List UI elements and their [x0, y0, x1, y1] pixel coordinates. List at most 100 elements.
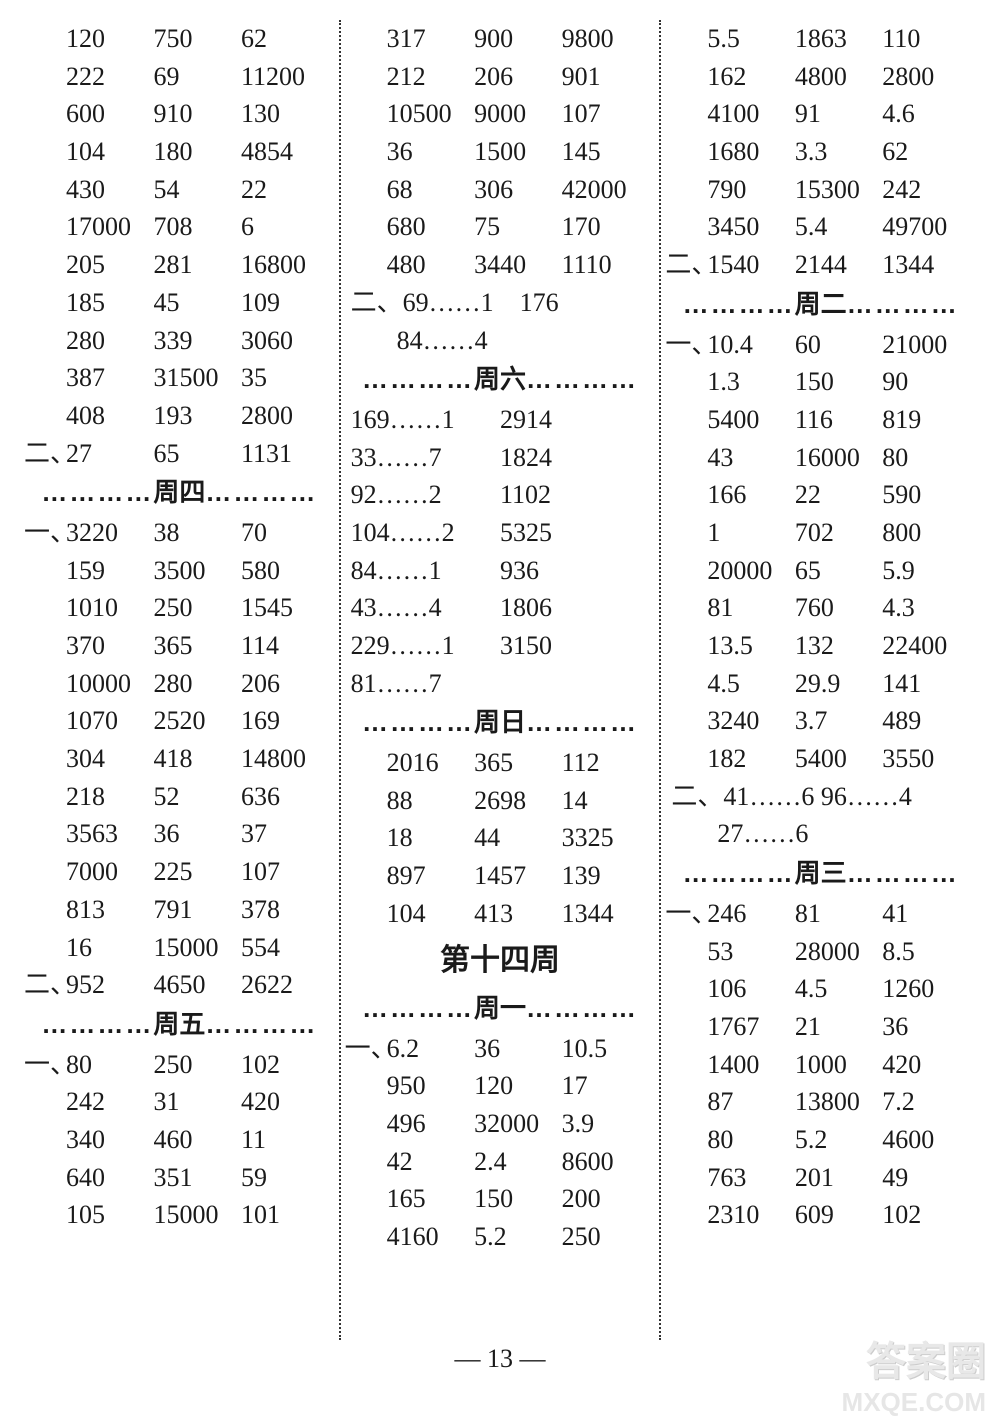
col1-thu-two: 二、 952 4650 2622: [30, 966, 329, 1004]
day-sep-sun: ………… 周日 …………: [351, 704, 650, 742]
table-row: 431600080: [671, 439, 970, 477]
cell: 90: [882, 363, 969, 401]
table-row: 169……12914: [351, 401, 650, 439]
cell: 36: [153, 815, 240, 853]
cell: 107: [562, 95, 649, 133]
cell: 250: [153, 1046, 240, 1084]
cell: 4650: [153, 966, 240, 1004]
cell: 1806: [500, 589, 649, 627]
table-row: 12075062: [30, 20, 329, 58]
cell: 1010: [66, 589, 153, 627]
column-1: 1207506222269112006009101301041804854430…: [30, 20, 329, 1340]
cell: 185: [66, 284, 153, 322]
cell: 193: [153, 397, 240, 435]
cell: 3.3: [795, 133, 882, 171]
cell: 31500: [153, 359, 240, 397]
cell: 16800: [241, 246, 328, 284]
cell: 206: [241, 665, 328, 703]
cell: 4160: [387, 1218, 474, 1256]
cell: 4.6: [882, 95, 969, 133]
cell: 800: [882, 514, 969, 552]
cell: [500, 665, 649, 703]
cell: 640: [66, 1159, 153, 1197]
cell: 1110: [562, 246, 649, 284]
cell: 206: [474, 58, 561, 96]
dots: …………: [683, 286, 795, 324]
table-row: 10515000101: [30, 1196, 329, 1234]
table-row: 34046011: [30, 1121, 329, 1159]
cell: 554: [241, 929, 328, 967]
cell: 41: [882, 895, 969, 933]
cell: 489: [882, 702, 969, 740]
cell: 1102: [500, 476, 649, 514]
cell: 3325: [562, 819, 649, 857]
table-row: 16803.362: [671, 133, 970, 171]
day-label: 周日: [474, 704, 526, 742]
cell: 22: [795, 476, 882, 514]
cell: 13.5: [707, 627, 794, 665]
cell: 910: [153, 95, 240, 133]
table-row: 18443325: [351, 819, 650, 857]
table-row: 2803393060: [30, 322, 329, 360]
dots: …………: [526, 704, 638, 742]
cell: 8.5: [882, 933, 969, 971]
table-row: 5400116819: [671, 401, 970, 439]
cell: 11: [241, 1121, 328, 1159]
cell: 106: [707, 970, 794, 1008]
week-title: 第十四周: [351, 939, 650, 983]
table-row: 1615000554: [30, 929, 329, 967]
cell: 1131: [241, 435, 328, 473]
table-row: 18545109: [30, 284, 329, 322]
table-row: 10000280206: [30, 665, 329, 703]
table-row: 87138007.2: [671, 1083, 970, 1121]
cell: 22: [241, 171, 328, 209]
cell: 16: [66, 929, 153, 967]
dots: …………: [362, 990, 474, 1028]
cell: 1344: [882, 246, 969, 284]
cell: 3.7: [795, 702, 882, 740]
cell: 170: [562, 208, 649, 246]
table-row: 10102501545: [30, 589, 329, 627]
table-row: 422.48600: [351, 1143, 650, 1181]
dots: …………: [526, 361, 638, 399]
cell: 11200: [241, 58, 328, 96]
col2-sun-rows: 2016365112882698141844332589714571391044…: [351, 744, 650, 932]
cell: 102: [882, 1196, 969, 1234]
cell: 28000: [795, 933, 882, 971]
cell: 139: [562, 857, 649, 895]
cell: 225: [153, 853, 240, 891]
cell: 2622: [241, 966, 328, 1004]
cell: 222: [66, 58, 153, 96]
day-label: 周四: [153, 474, 205, 512]
cell: 408: [66, 397, 153, 435]
table-row: 817604.3: [671, 589, 970, 627]
table-row: 24231420: [30, 1083, 329, 1121]
col2-mon-one: 一、6.23610.595012017496320003.9422.486001…: [351, 1030, 650, 1256]
cell: 116: [795, 401, 882, 439]
cell: 4100: [707, 95, 794, 133]
cell: 2914: [500, 401, 649, 439]
table-row: 20528116800: [30, 246, 329, 284]
cell: 609: [795, 1196, 882, 1234]
dots: …………: [847, 855, 959, 893]
cell: 420: [241, 1083, 328, 1121]
table-row: 496320003.9: [351, 1105, 650, 1143]
cell: 813: [66, 891, 153, 929]
cell: 5.2: [474, 1218, 561, 1256]
cell: 109: [241, 284, 328, 322]
cell: 114: [241, 627, 328, 665]
day-sep-thu: ………… 周四 …………: [30, 474, 329, 512]
table-row: 20000655.9: [671, 552, 970, 590]
cell: 4854: [241, 133, 328, 171]
watermark-bottom: MXQE.COM: [842, 1387, 986, 1418]
cell: 2520: [153, 702, 240, 740]
dots: …………: [683, 855, 795, 893]
col2-top-block: 3179009800212206901105009000107361500145…: [351, 20, 650, 284]
cell: 104: [387, 895, 474, 933]
table-row: 34505.449700: [671, 208, 970, 246]
cell: 212: [387, 58, 474, 96]
cell: 80: [882, 439, 969, 477]
cell: 460: [153, 1121, 240, 1159]
cell: 7000: [66, 853, 153, 891]
marker-one: 一、: [24, 1046, 123, 1084]
